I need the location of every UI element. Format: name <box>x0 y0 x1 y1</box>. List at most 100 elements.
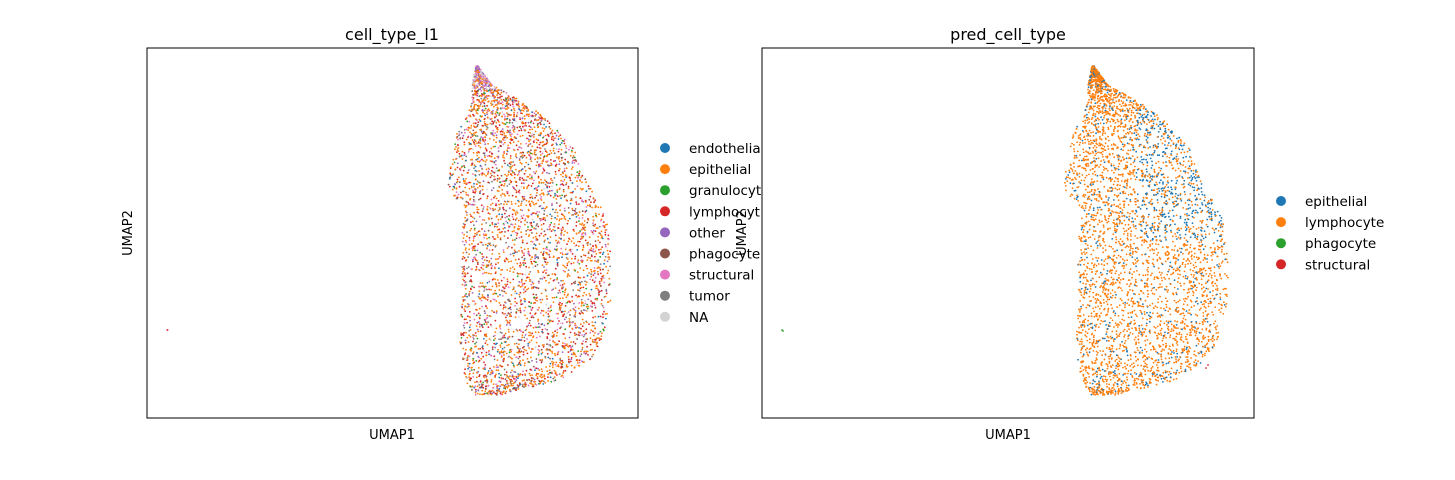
umap-point <box>521 336 524 339</box>
umap-point <box>502 249 505 251</box>
umap-point <box>599 337 601 340</box>
umap-point <box>551 182 554 184</box>
umap-point <box>512 129 515 132</box>
umap-point <box>540 368 543 370</box>
umap-point <box>552 255 555 258</box>
umap-point <box>1156 175 1158 178</box>
umap-point <box>1106 157 1109 159</box>
umap-point <box>597 273 600 276</box>
umap-point <box>552 279 555 282</box>
umap-point <box>552 228 554 231</box>
umap-point <box>584 229 586 232</box>
umap-point <box>507 218 510 221</box>
umap-point <box>479 324 482 327</box>
umap-point <box>509 390 512 393</box>
umap-point <box>574 326 577 329</box>
umap-point <box>544 355 547 358</box>
umap-point <box>468 239 471 242</box>
umap-point <box>589 337 592 340</box>
umap-point <box>492 187 495 189</box>
umap-point <box>469 370 471 372</box>
umap-point <box>574 245 576 248</box>
umap-point <box>1113 193 1116 196</box>
umap-point <box>507 245 510 248</box>
umap-point <box>504 306 507 309</box>
umap-point <box>592 229 595 232</box>
umap-point <box>486 343 489 346</box>
umap-point <box>544 148 546 150</box>
umap-point <box>528 372 531 375</box>
umap-point <box>1156 114 1158 116</box>
umap-point <box>519 176 521 179</box>
umap-point <box>462 278 464 281</box>
umap-point <box>490 267 493 270</box>
umap-point <box>597 293 600 296</box>
umap-point <box>575 244 578 247</box>
umap-point <box>537 158 540 161</box>
umap-point <box>559 357 562 360</box>
umap-point <box>492 139 495 141</box>
umap-point <box>502 286 504 289</box>
umap-point <box>557 352 559 354</box>
umap-point <box>1135 341 1137 343</box>
umap-point <box>563 265 566 268</box>
umap-point <box>471 108 473 111</box>
umap-point <box>530 221 533 224</box>
umap-point <box>590 249 593 252</box>
umap-point <box>1094 154 1096 157</box>
umap-point <box>517 363 520 366</box>
umap-point <box>565 257 568 259</box>
umap-point <box>463 225 466 228</box>
umap-point <box>1155 174 1158 177</box>
umap-point <box>539 117 541 120</box>
umap-point <box>568 261 570 263</box>
umap-point <box>557 240 560 243</box>
umap-point <box>483 105 486 107</box>
umap-point <box>573 162 576 164</box>
umap-point <box>595 227 598 230</box>
umap-point <box>549 306 552 309</box>
umap-point <box>484 243 487 246</box>
umap-point <box>1107 126 1110 129</box>
umap-point <box>472 191 475 194</box>
umap-point <box>464 281 467 284</box>
umap-point <box>505 135 507 137</box>
umap-point <box>555 134 558 137</box>
umap-point <box>503 184 505 187</box>
umap-point <box>513 136 516 139</box>
umap-point <box>463 326 466 329</box>
umap-point <box>506 247 509 250</box>
umap-point <box>491 392 494 395</box>
umap-point <box>553 296 556 299</box>
umap-point <box>537 125 540 128</box>
umap-point <box>542 218 545 221</box>
umap-point <box>527 145 529 148</box>
umap-point <box>461 283 464 286</box>
umap-point <box>529 324 532 327</box>
umap-point <box>468 326 471 329</box>
umap-point <box>602 268 604 271</box>
umap-point <box>481 253 483 255</box>
umap-point <box>479 120 482 122</box>
umap-point <box>493 105 495 108</box>
umap-point <box>564 158 567 161</box>
umap-point <box>486 299 489 301</box>
umap-point <box>554 211 556 214</box>
umap-point <box>528 154 530 156</box>
umap-point <box>532 293 535 296</box>
umap-point <box>461 240 464 243</box>
umap-point <box>483 219 486 222</box>
umap-point <box>589 278 592 281</box>
umap-point <box>467 193 469 196</box>
umap-point <box>1115 270 1118 272</box>
umap-point <box>559 322 562 325</box>
umap-point <box>569 360 572 363</box>
umap-point <box>460 131 463 134</box>
umap-point <box>554 354 557 357</box>
umap-point <box>566 243 568 246</box>
umap-point <box>517 377 519 379</box>
umap-point <box>1075 198 1078 201</box>
umap-point <box>588 323 590 326</box>
umap-point <box>524 329 527 332</box>
umap-point <box>530 160 533 163</box>
